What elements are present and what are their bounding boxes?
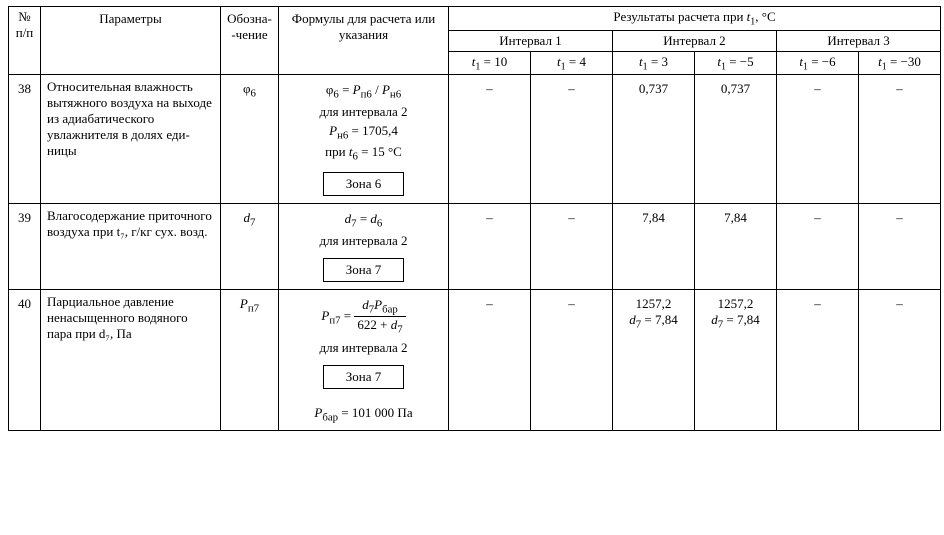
cell-formula: d7 = d6для интервала 2Зона 7 <box>279 203 449 289</box>
zone-box: Зона 6 <box>323 172 405 196</box>
cell-result: – <box>531 289 613 431</box>
zone-box: Зона 7 <box>323 258 405 282</box>
hdr-tval-2: t1 = 3 <box>613 51 695 75</box>
calc-table: № п/п Параметры Обозна­ -чение Формулы д… <box>8 6 941 431</box>
cell-result: – <box>859 203 941 289</box>
table-row: 39Влагосодержание приточ­ного воздуха пр… <box>9 203 941 289</box>
hdr-interval-3: Интервал 3 <box>777 30 941 51</box>
cell-result: – <box>449 289 531 431</box>
cell-result: – <box>777 75 859 204</box>
cell-param: Влагосодержание приточ­ного воздуха при … <box>41 203 221 289</box>
cell-symbol: Pп7 <box>221 289 279 431</box>
hdr-results-unit: , °C <box>755 9 775 24</box>
table-row: 38Относительная влажность вытяжного возд… <box>9 75 941 204</box>
hdr-interval-1: Интервал 1 <box>449 30 613 51</box>
table-row: 40Парциальное давление ненасыщенного вод… <box>9 289 941 431</box>
table-body: 38Относительная влажность вытяжного возд… <box>9 75 941 431</box>
cell-symbol: φ6 <box>221 75 279 204</box>
hdr-tval-3: t1 = −5 <box>695 51 777 75</box>
cell-result: 0,737 <box>695 75 777 204</box>
hdr-oboz: Обозна­ -чение <box>221 7 279 75</box>
cell-result: – <box>859 75 941 204</box>
cell-result: 7,84 <box>613 203 695 289</box>
hdr-tval-5: t1 = −30 <box>859 51 941 75</box>
hdr-tval-0: t1 = 10 <box>449 51 531 75</box>
cell-num: 39 <box>9 203 41 289</box>
cell-result: 1257,2d7 = 7,84 <box>695 289 777 431</box>
cell-num: 40 <box>9 289 41 431</box>
cell-param: Относительная влажность вытяжного воздух… <box>41 75 221 204</box>
cell-result: 1257,2d7 = 7,84 <box>613 289 695 431</box>
cell-result: 0,737 <box>613 75 695 204</box>
cell-result: 7,84 <box>695 203 777 289</box>
cell-result: – <box>777 203 859 289</box>
hdr-interval-2: Интервал 2 <box>613 30 777 51</box>
hdr-results-title: Результаты расчета при <box>613 9 746 24</box>
cell-symbol: d7 <box>221 203 279 289</box>
table-header: № п/п Параметры Обозна­ -чение Формулы д… <box>9 7 941 75</box>
hdr-formula: Формулы для расчета или указания <box>279 7 449 75</box>
hdr-params: Параметры <box>41 7 221 75</box>
hdr-tval-4: t1 = −6 <box>777 51 859 75</box>
cell-formula: φ6 = Pп6 / Pн6для интервала 2Pн6 = 1705,… <box>279 75 449 204</box>
cell-num: 38 <box>9 75 41 204</box>
hdr-results: Результаты расчета при t1, °C <box>449 7 941 31</box>
zone-box: Зона 7 <box>323 365 405 389</box>
cell-result: – <box>531 75 613 204</box>
cell-result: – <box>449 75 531 204</box>
cell-param: Парциальное давление ненасыщенного водян… <box>41 289 221 431</box>
cell-result: – <box>859 289 941 431</box>
cell-formula: Pп7 = d7Pбар622 + d7для интервала 2Зона … <box>279 289 449 431</box>
cell-result: – <box>777 289 859 431</box>
hdr-oboz-text: Обозна­ -чение <box>227 11 272 42</box>
hdr-num: № п/п <box>9 7 41 75</box>
cell-result: – <box>449 203 531 289</box>
cell-result: – <box>531 203 613 289</box>
hdr-tval-1: t1 = 4 <box>531 51 613 75</box>
